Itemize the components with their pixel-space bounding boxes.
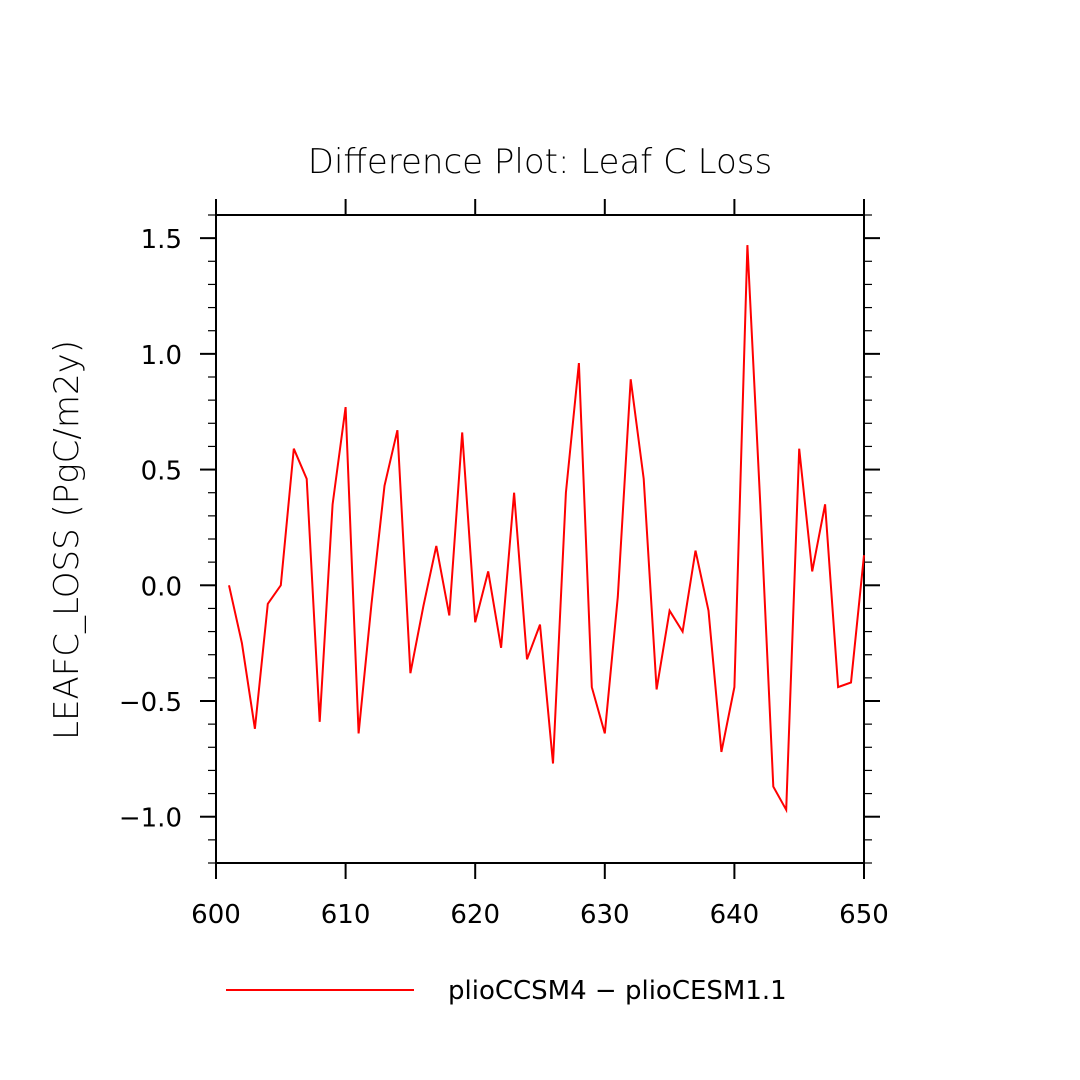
y-tick-label: 0.0 — [141, 572, 182, 602]
x-tick-label: 620 — [450, 900, 500, 930]
y-axis-label: LEAFC_LOSS (PgC/m2y) — [47, 340, 87, 740]
y-tick-label: 0.5 — [141, 457, 182, 487]
y-tick-label: 1.0 — [141, 341, 182, 371]
legend: plioCCSM4 − plioCESM1.1 — [226, 976, 787, 1006]
series-group — [228, 245, 865, 814]
x-tick-label: 610 — [321, 900, 371, 930]
y-tick-label: −1.0 — [119, 804, 182, 834]
x-tick-label: 650 — [839, 900, 889, 930]
legend-label: plioCCSM4 − plioCESM1.1 — [448, 976, 787, 1006]
y-tick-label: −0.5 — [119, 688, 182, 718]
x-tick-label: 640 — [710, 900, 760, 930]
chart-title: Difference Plot: Leaf C Loss — [308, 142, 772, 182]
y-tick-label: 1.5 — [141, 225, 182, 255]
x-tick-label: 630 — [580, 900, 630, 930]
axis-ticks — [200, 199, 880, 879]
plot-frame — [215, 214, 865, 864]
series-line — [228, 245, 865, 814]
x-tick-label: 600 — [191, 900, 241, 930]
axis-tick-labels: 600 610 620 630 640 650 −1.0 −0.5 0.0 0.5 1.0 1.5 — [119, 225, 889, 930]
